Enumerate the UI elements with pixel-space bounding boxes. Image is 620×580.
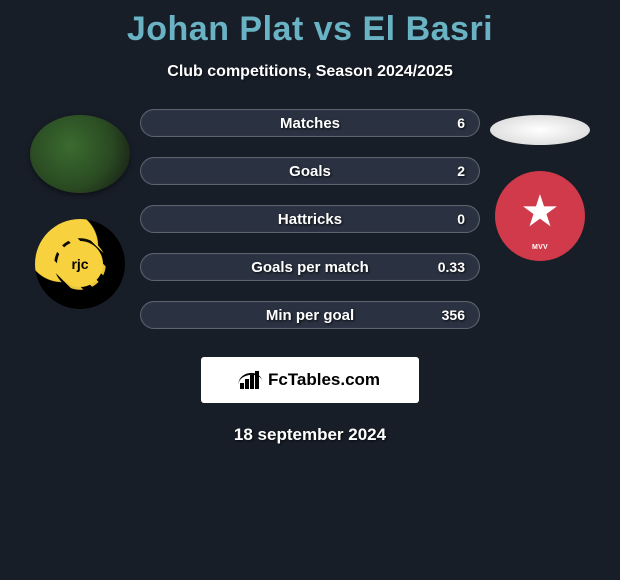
stat-right-value: 0.33 [438,254,465,280]
left-column: rjc [20,109,140,309]
bar-chart-icon [240,371,262,389]
player-1-photo [30,115,130,193]
stat-right-value: 6 [457,110,465,136]
date-label: 18 september 2024 [234,425,386,445]
stat-row-matches: Matches 6 [140,109,480,137]
stat-row-goals: Goals 2 [140,157,480,185]
stat-row-mpg: Min per goal 356 [140,301,480,329]
stat-label: Matches [280,115,340,132]
stat-label: Hattricks [278,211,342,228]
mvv-badge: ★ MVV [495,171,585,261]
content-row: rjc Matches 6 Goals 2 Hattricks 0 Goals … [0,109,620,329]
stats-list: Matches 6 Goals 2 Hattricks 0 Goals per … [140,109,480,329]
stat-right-value: 0 [457,206,465,232]
stat-row-gpm: Goals per match 0.33 [140,253,480,281]
stat-label: Goals [289,163,331,180]
stat-label: Goals per match [251,259,369,276]
stat-row-hattricks: Hattricks 0 [140,205,480,233]
comparison-card: Johan Plat vs El Basri Club competitions… [0,0,620,580]
source-logo: FcTables.com [201,357,419,403]
stat-label: Min per goal [266,307,354,324]
star-icon: ★ [516,188,564,236]
right-column: ★ MVV [480,109,600,261]
page-title: Johan Plat vs El Basri [127,10,493,49]
stat-right-value: 2 [457,158,465,184]
logo-text: FcTables.com [268,370,380,390]
player-2-photo [490,115,590,145]
badge-2-text: MVV [495,244,585,251]
stat-right-value: 356 [442,302,465,328]
roda-jc-badge: rjc [35,219,125,309]
badge-1-text: rjc [57,241,103,287]
subtitle: Club competitions, Season 2024/2025 [167,63,452,81]
